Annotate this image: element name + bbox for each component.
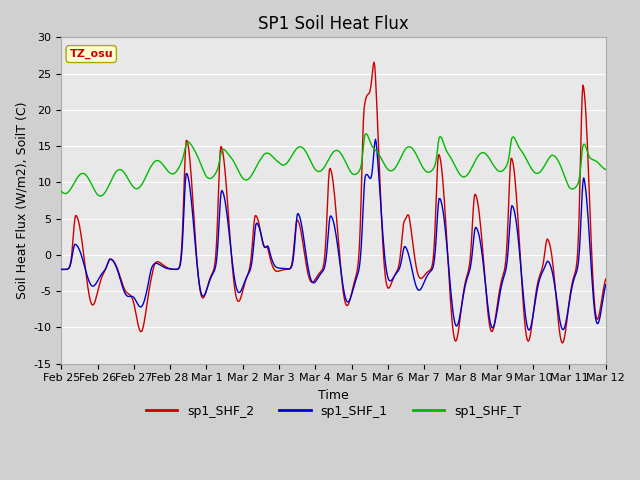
sp1_SHF_1 (179, 240, 186, 245)
sp1_SHF_2 (416, 276, 424, 281)
X-axis label: Time: Time (318, 389, 349, 402)
sp1_SHF_1 (401, 244, 408, 250)
sp1_SHF_T (67, 185, 75, 191)
Line: sp1_SHF_T: sp1_SHF_T (61, 134, 605, 196)
sp1_SHF_2 (124, 290, 131, 296)
sp1_SHF_1 (124, 293, 131, 299)
sp1_SHF_2 (67, 257, 75, 263)
sp1_SHF_T (362, 131, 370, 137)
sp1_SHF_2 (207, 273, 215, 278)
sp1_SHF_1 (207, 274, 215, 280)
sp1_SHF_1 (602, 282, 609, 288)
sp1_SHF_2 (602, 276, 609, 282)
sp1_SHF_2 (559, 340, 566, 346)
sp1_SHF_1 (67, 259, 75, 265)
sp1_SHF_2 (370, 59, 378, 65)
sp1_SHF_1 (372, 136, 380, 142)
sp1_SHF_1 (525, 327, 533, 333)
sp1_SHF_1 (416, 287, 424, 293)
Title: SP1 Soil Heat Flux: SP1 Soil Heat Flux (258, 15, 409, 33)
Line: sp1_SHF_2: sp1_SHF_2 (61, 62, 605, 343)
sp1_SHF_2 (401, 218, 408, 224)
sp1_SHF_1 (58, 266, 65, 272)
sp1_SHF_T (97, 193, 104, 199)
sp1_SHF_T (417, 161, 425, 167)
sp1_SHF_T (58, 188, 65, 194)
Line: sp1_SHF_1: sp1_SHF_1 (61, 139, 605, 330)
Legend: sp1_SHF_2, sp1_SHF_1, sp1_SHF_T: sp1_SHF_2, sp1_SHF_1, sp1_SHF_T (141, 400, 526, 423)
sp1_SHF_2 (179, 230, 186, 236)
Text: TZ_osu: TZ_osu (70, 49, 113, 59)
Y-axis label: Soil Heat Flux (W/m2), SoilT (C): Soil Heat Flux (W/m2), SoilT (C) (15, 102, 28, 300)
sp1_SHF_2 (58, 266, 65, 272)
sp1_SHF_T (124, 176, 132, 181)
sp1_SHF_T (602, 167, 609, 172)
sp1_SHF_T (401, 147, 409, 153)
sp1_SHF_T (179, 154, 187, 160)
sp1_SHF_T (208, 175, 216, 180)
